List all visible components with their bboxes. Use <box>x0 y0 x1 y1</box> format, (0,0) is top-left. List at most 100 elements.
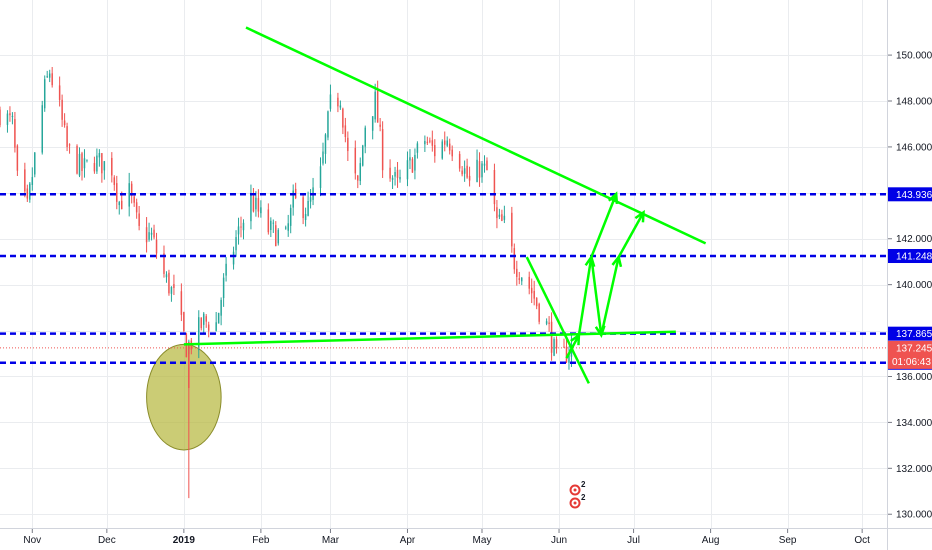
candle-body <box>304 214 307 220</box>
candle-body <box>414 154 416 171</box>
candle-body <box>155 239 158 254</box>
candle-body <box>16 145 19 171</box>
projection-arrow-line[interactable] <box>600 256 620 336</box>
candle-body <box>389 167 391 179</box>
candle-body <box>528 276 530 289</box>
candle-body <box>347 137 349 152</box>
time-axis[interactable]: Nov Dec 2019 Feb Mar Apr May Jun Jul Aug Sep Oct <box>23 529 870 546</box>
candle-body <box>416 143 419 153</box>
candle-body <box>424 141 426 145</box>
candle-body <box>451 149 453 157</box>
candle-body <box>220 299 222 316</box>
candle-body <box>486 160 488 171</box>
time-tick-label: Dec <box>98 535 116 546</box>
candle-body <box>0 109 1 126</box>
candle-body <box>458 153 461 169</box>
candle-body <box>496 207 498 219</box>
candle-body <box>101 153 103 174</box>
event-marker-label: 2 <box>581 493 586 502</box>
candle-body <box>381 129 384 171</box>
trendline[interactable] <box>525 256 590 384</box>
candle-body <box>379 124 381 127</box>
level-price-badge-text: 143.936 <box>896 190 932 201</box>
candle-body <box>148 232 150 240</box>
candle-body <box>461 170 463 175</box>
price-tick-label: 148.000 <box>896 97 932 108</box>
event-marker-dot <box>573 488 577 492</box>
candle-body <box>14 119 16 148</box>
candle-body <box>309 197 312 202</box>
trend-drawings[interactable] <box>183 26 707 384</box>
candle-body <box>481 163 483 178</box>
candle-body <box>215 322 217 331</box>
candle-body <box>466 165 468 178</box>
trendline[interactable] <box>245 26 707 245</box>
projection-arrow-line[interactable] <box>590 256 603 336</box>
candle-body <box>277 229 280 244</box>
candle-body <box>51 73 53 86</box>
event-marker-label: 2 <box>581 480 586 489</box>
candle-body <box>463 168 466 174</box>
horizontal-levels[interactable] <box>0 193 887 364</box>
candle-body <box>354 147 357 174</box>
candle-body <box>93 163 96 172</box>
candle-body <box>120 200 123 210</box>
candle-body <box>426 141 429 143</box>
candle-body <box>83 158 86 169</box>
candle-body <box>399 176 401 180</box>
time-tick-label: Jul <box>627 535 640 546</box>
last-price-badge <box>888 340 932 369</box>
projection-arrow-line[interactable] <box>617 211 645 258</box>
candle-body <box>565 346 568 363</box>
candle-body <box>63 120 66 126</box>
highlight-ellipse[interactable] <box>146 343 222 451</box>
level-price-badge-text: 141.248 <box>896 252 932 263</box>
time-tick-label: Jun <box>551 535 567 546</box>
candle-body <box>468 175 471 181</box>
candle-body <box>319 166 322 188</box>
time-tick-label: 2019 <box>173 535 196 546</box>
candle-body <box>153 229 155 238</box>
candle-body <box>289 207 292 226</box>
time-tick-label: Feb <box>252 535 270 546</box>
candle-body <box>553 339 555 356</box>
event-markers[interactable]: 22 <box>569 480 587 509</box>
candle-body <box>96 155 98 172</box>
candle-body <box>135 202 138 213</box>
candle-body <box>275 225 277 247</box>
candle-body <box>431 140 434 146</box>
candle-body <box>409 157 411 161</box>
event-marker[interactable]: 2 <box>569 480 587 496</box>
candle-body <box>478 161 481 178</box>
event-marker[interactable]: 2 <box>569 493 587 509</box>
projection-arrow-head <box>634 209 645 223</box>
time-tick-label: May <box>473 535 492 546</box>
candle-body <box>150 232 153 235</box>
candle-body <box>252 196 255 212</box>
candle-body <box>287 223 289 231</box>
candle-body <box>362 145 364 166</box>
projection-arrow-line[interactable] <box>565 334 581 359</box>
candle-body <box>198 317 200 351</box>
candle-body <box>235 237 237 251</box>
projection-arrow-line[interactable] <box>590 193 618 258</box>
candle-body <box>493 170 496 205</box>
candle-body <box>545 321 548 324</box>
candle-body <box>232 251 235 265</box>
trendline[interactable] <box>183 330 676 346</box>
countdown-badge-text: 01:06:43 <box>892 357 931 368</box>
candle-body <box>518 278 521 280</box>
price-tick-label: 146.000 <box>896 142 932 153</box>
candle-body <box>307 201 309 216</box>
candle-body <box>11 115 14 118</box>
candle-body <box>103 161 106 171</box>
candle-body <box>217 312 220 324</box>
candle-body <box>476 159 478 182</box>
candle-body <box>133 196 135 203</box>
candle-body <box>26 188 29 199</box>
candle-body <box>324 134 327 154</box>
candle-body <box>113 177 116 185</box>
projection-arrow-line[interactable] <box>577 256 593 336</box>
candle-body <box>168 272 170 294</box>
